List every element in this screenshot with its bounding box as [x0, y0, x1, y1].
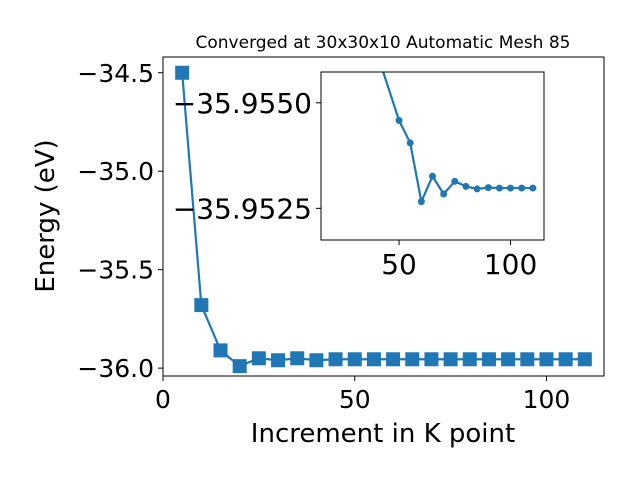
inset-x-tick-label: 100: [484, 248, 537, 281]
main-y-tick-label: −36.0: [77, 354, 154, 383]
inset-plot-area: [321, 72, 544, 240]
inset-data-point: [395, 117, 403, 125]
inset-data-point: [406, 139, 414, 147]
inset-data-point: [473, 185, 481, 193]
main-data-point: [577, 352, 592, 367]
main-data-point: [175, 65, 190, 80]
inset-data-point: [440, 190, 448, 198]
inset-plot-frame: [320, 71, 545, 241]
inset-series: [382, 72, 537, 206]
main-data-point: [271, 353, 286, 368]
inset-y-tick-label: −35.9525: [173, 192, 312, 225]
main-x-tick-label: 100: [523, 385, 571, 414]
chart-title: Converged at 30x30x10 Automatic Mesh 85: [196, 33, 571, 53]
main-x-tick-label: 0: [155, 385, 171, 414]
x-axis-label: Increment in K point: [251, 419, 515, 449]
inset-data-point: [507, 184, 515, 192]
main-y-tick-label: −35.5: [77, 256, 154, 285]
main-y-tick-label: −34.5: [77, 59, 154, 88]
main-data-point: [213, 343, 228, 358]
y-axis-label: Energy (eV): [31, 139, 61, 292]
inset-x-tick-label: 50: [381, 248, 417, 281]
main-data-point: [232, 359, 247, 374]
main-data-point: [424, 352, 439, 367]
main-y-tick-label: −35.0: [77, 157, 154, 186]
inset-y-tick-label: −35.9550: [173, 87, 312, 120]
inset-data-point: [495, 184, 503, 192]
main-x-tick-label: 50: [339, 385, 371, 414]
main-data-point: [520, 352, 535, 367]
inset-data-point: [518, 184, 526, 192]
main-data-point: [366, 352, 381, 367]
inset-data-point: [429, 172, 436, 180]
main-data-point: [328, 352, 343, 367]
main-data-point: [386, 352, 401, 367]
main-series-line: [181, 72, 585, 368]
main-data-point: [194, 298, 209, 313]
main-ticks: 0 50 100 −34.5 −35.0 −35.5 −36.0: [77, 59, 570, 414]
main-data-point: [290, 351, 305, 366]
main-data-point: [539, 352, 554, 367]
main-data-point: [251, 351, 266, 366]
main-data-point: [558, 352, 573, 367]
main-data-point: [405, 352, 420, 367]
inset-data-point: [417, 198, 425, 206]
main-data-point: [481, 352, 496, 367]
main-plot-frame: [162, 56, 605, 377]
main-data-point: [309, 353, 324, 368]
inset-data-point: [484, 184, 492, 192]
inset-data-point: [462, 182, 470, 190]
main-data-point: [501, 352, 516, 367]
inset-data-point: [451, 177, 459, 185]
main-data-point: [347, 352, 362, 367]
main-data-point: [443, 352, 458, 367]
inset-data-point: [529, 184, 537, 192]
inset-ticks: 50 100 −35.9550 −35.9525: [173, 87, 538, 281]
main-data-point: [462, 352, 477, 367]
main-series: [175, 65, 592, 374]
